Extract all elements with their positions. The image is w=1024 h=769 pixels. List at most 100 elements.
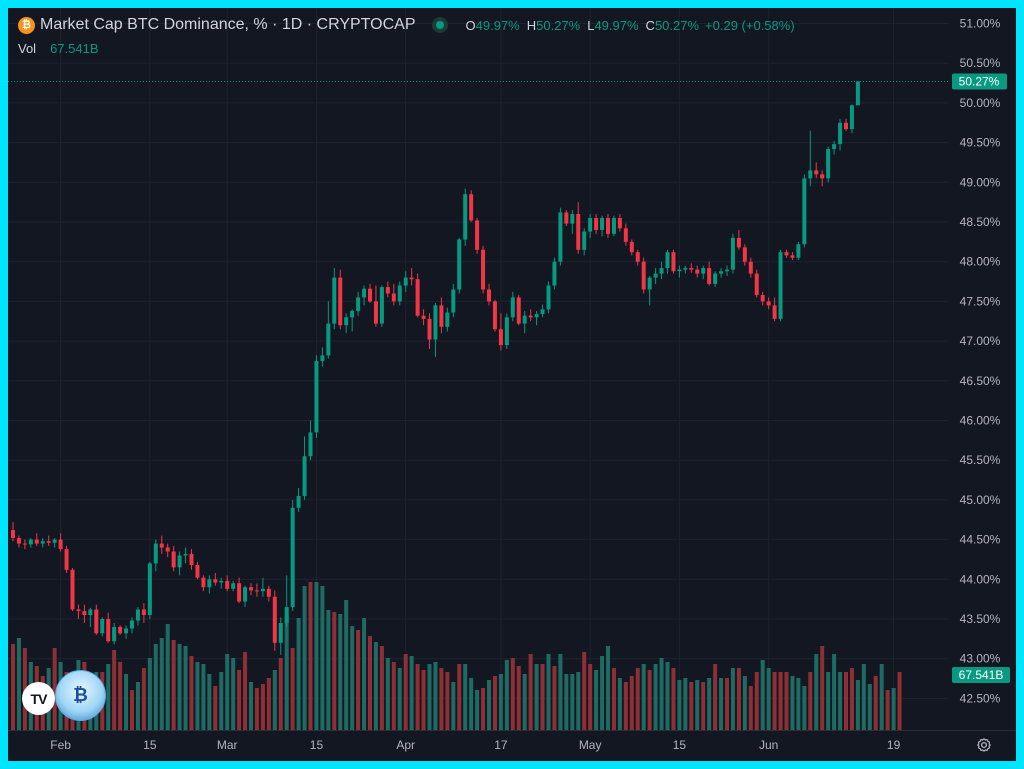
- volume-bar: [141, 668, 146, 730]
- volume-bar: [748, 686, 753, 730]
- bitcoin-icon[interactable]: ₿: [18, 16, 35, 34]
- volume-bar: [820, 646, 825, 730]
- candle-body: [118, 626, 123, 634]
- price-tick-label: 48.00%: [960, 255, 1001, 269]
- volume-bar: [183, 646, 188, 730]
- symbol-title[interactable]: Market Cap BTC Dominance, % · 1D · CRYPT…: [40, 16, 416, 33]
- candle-body: [647, 277, 652, 290]
- volume-bar: [130, 690, 134, 730]
- volume-label: Vol: [18, 41, 37, 56]
- candle-body: [635, 252, 640, 262]
- volume-bar: [879, 664, 884, 730]
- volume-bar: [713, 664, 718, 730]
- last-volume-tag: [952, 667, 1010, 683]
- volume-bar: [623, 682, 628, 730]
- volume-bar: [231, 658, 236, 730]
- candle-body: [40, 541, 45, 544]
- candle-body: [177, 555, 182, 568]
- volume-bar: [564, 674, 569, 730]
- volume-bar: [635, 668, 640, 730]
- settings-gear-icon[interactable]: [976, 737, 992, 753]
- volume-bar: [540, 664, 545, 730]
- candle-body: [165, 547, 170, 552]
- candle-body: [475, 220, 480, 250]
- candle-body: [213, 579, 218, 583]
- candle-body: [546, 285, 551, 310]
- candle-body: [385, 287, 390, 294]
- grid: [8, 8, 1016, 731]
- volume-bar: [153, 644, 158, 730]
- volume-bar: [296, 618, 301, 730]
- candle-body: [528, 315, 533, 318]
- candle-body: [391, 293, 396, 302]
- candle-body: [570, 214, 575, 224]
- volume-bar: [534, 664, 539, 730]
- volume-legend[interactable]: Vol 67.541B: [18, 41, 99, 56]
- volume-bar: [861, 664, 866, 730]
- volume-bar: [826, 672, 831, 730]
- price-tick-label: 45.50%: [960, 453, 1001, 467]
- candle-body: [284, 607, 289, 623]
- candle-body: [368, 288, 372, 302]
- candle-body: [558, 212, 563, 262]
- volume-bar: [189, 656, 194, 730]
- time-tick-label: Feb: [50, 738, 71, 752]
- volume-bar: [570, 674, 575, 730]
- candle-body: [748, 261, 753, 274]
- candle-body: [76, 609, 81, 612]
- candle-body: [849, 105, 854, 130]
- ohlc-open-value: 49.97%: [475, 17, 520, 33]
- volume-bar: [588, 664, 593, 730]
- price-tick-label: 49.00%: [960, 175, 1001, 189]
- candle-body: [28, 539, 33, 545]
- volume-bar: [451, 682, 456, 730]
- volume-bar: [498, 674, 503, 730]
- candle-body: [153, 543, 158, 564]
- price-tick-label: 43.00%: [960, 652, 1001, 666]
- candle-body: [534, 314, 539, 318]
- ohlc-low-value: 49.97%: [594, 17, 639, 33]
- candle-body: [272, 596, 277, 643]
- candle-body: [106, 619, 111, 642]
- candle-body: [189, 553, 194, 566]
- candle-body: [82, 611, 87, 616]
- candle-body: [350, 310, 355, 318]
- tradingview-logo-icon[interactable]: TV: [22, 682, 55, 715]
- volume-bar: [284, 616, 289, 730]
- time-axis[interactable]: Feb 15 Mar 15 Apr 17 May 15 Jun 19: [50, 738, 900, 752]
- candle-body: [112, 626, 117, 642]
- volume-bar: [165, 624, 170, 730]
- ohlc-close-value: 50.27%: [654, 17, 700, 33]
- volume-bar: [802, 686, 807, 730]
- volume-bar: [338, 614, 343, 730]
- volume-bar: [16, 638, 21, 730]
- volume-bar: [147, 658, 152, 730]
- avatar-icon[interactable]: ₿: [55, 670, 106, 721]
- candle-body: [510, 297, 515, 318]
- candle-body: [844, 122, 848, 130]
- volume-bar: [766, 668, 771, 730]
- candle-body: [826, 148, 831, 179]
- volume-bar: [445, 672, 450, 730]
- candle-body: [421, 315, 426, 319]
- candle-body: [695, 269, 700, 274]
- volume-bar: [249, 682, 253, 730]
- volume-bar: [415, 664, 420, 730]
- last-volume-label: 67.541B: [959, 668, 1004, 682]
- candle-body: [344, 317, 349, 326]
- volume-bar: [629, 676, 634, 730]
- volume-bar: [730, 668, 735, 730]
- chart-canvas[interactable]: 51.00% 50.50% 50.00% 49.50% 49.00% 48.50% 48.0…: [8, 8, 1016, 761]
- candle-body: [320, 355, 325, 361]
- volume-bar: [814, 654, 819, 730]
- volume-value: 67.541B: [50, 41, 99, 56]
- volume-bar: [772, 672, 777, 730]
- candle-body: [64, 549, 69, 570]
- candle-body: [492, 301, 497, 330]
- market-status-icon[interactable]: [431, 17, 448, 33]
- candle-body: [742, 247, 747, 262]
- volume-bar: [385, 658, 390, 730]
- volume-bar: [641, 664, 646, 730]
- price-axis[interactable]: 51.00% 50.50% 50.00% 49.50% 49.00% 48.50% 48.0…: [952, 17, 1010, 706]
- candle-body: [606, 218, 610, 234]
